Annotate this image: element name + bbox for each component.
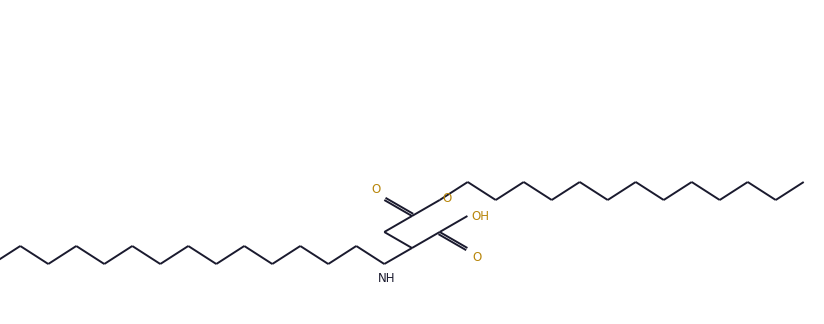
Text: NH: NH	[377, 272, 395, 285]
Text: O: O	[442, 191, 452, 204]
Text: OH: OH	[471, 210, 489, 223]
Text: O: O	[371, 183, 381, 196]
Text: O: O	[472, 251, 482, 264]
